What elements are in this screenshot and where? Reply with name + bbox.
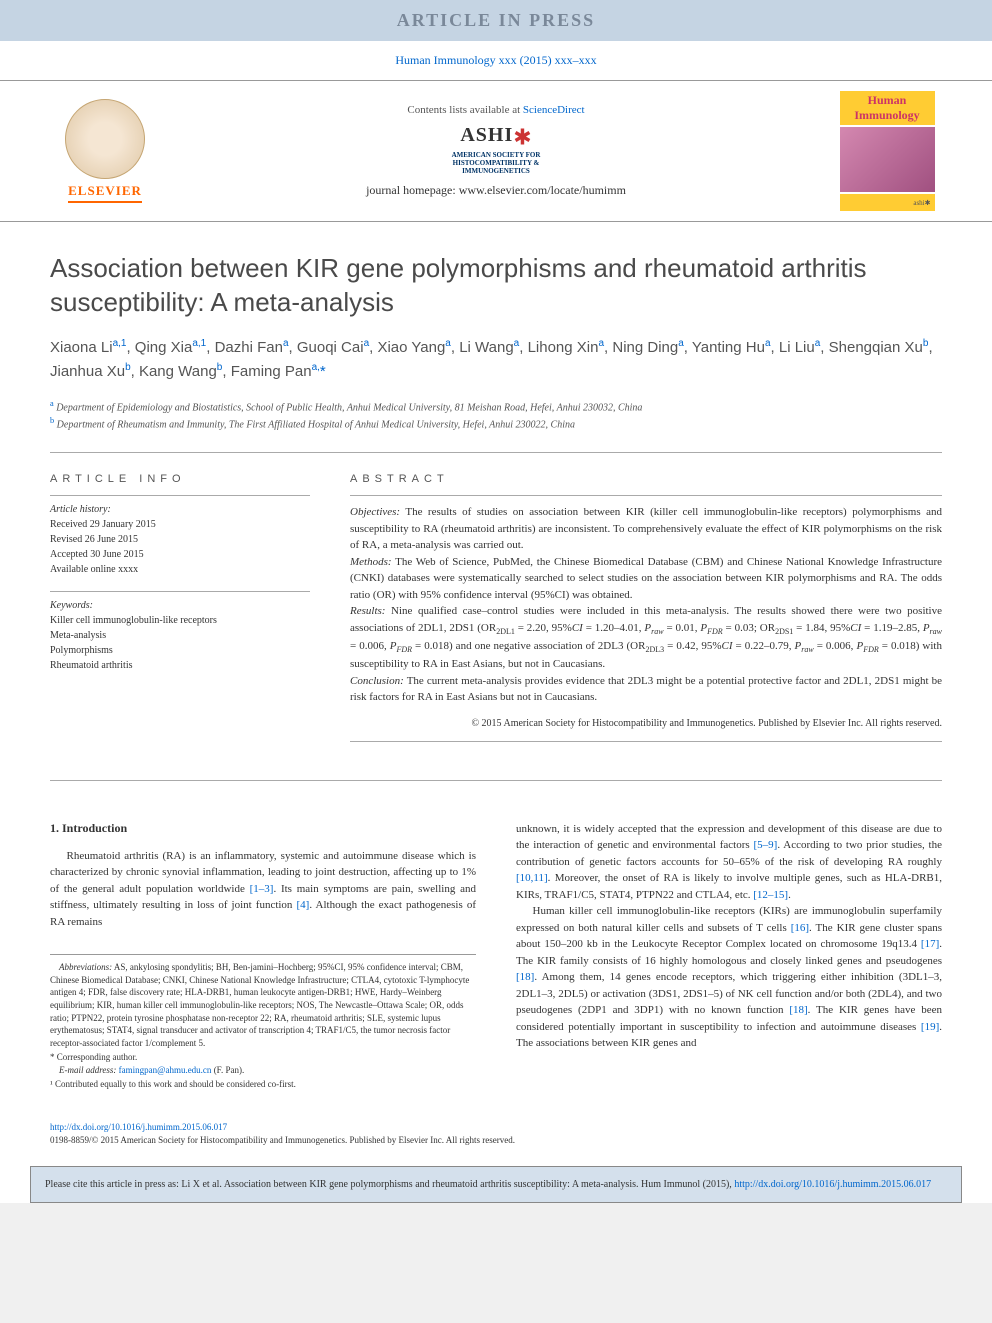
journal-reference: Human Immunology xxx (2015) xxx–xxx: [0, 41, 992, 80]
abbrev-label: Abbreviations:: [59, 962, 112, 972]
cover-footer: ashi✱: [840, 194, 935, 211]
elsevier-logo-block: ELSEVIER: [50, 99, 160, 203]
objectives-label: Objectives:: [350, 506, 400, 518]
article-info-column: ARTICLE INFO Article history: Received 2…: [50, 473, 310, 749]
email-link[interactable]: famingpan@ahmu.edu.cn: [119, 1065, 212, 1075]
journal-cover: HumanImmunology ashi✱: [832, 91, 942, 211]
keywords-list: Killer cell immunoglobulin-like receptor…: [50, 613, 310, 673]
sciencedirect-link[interactable]: ScienceDirect: [523, 104, 585, 116]
authors: Xiaona Lia,1, Qing Xiaa,1, Dazhi Fana, G…: [50, 336, 942, 384]
abbrev-text: AS, ankylosing spondylitis; BH, Ben-jami…: [50, 962, 469, 1048]
citation-box: Please cite this article in press as: Li…: [30, 1166, 962, 1203]
intro-p1: Rheumatoid arthritis (RA) is an inflamma…: [50, 848, 476, 931]
cofirst-note: ¹ Contributed equally to this work and s…: [50, 1078, 476, 1091]
homepage-link[interactable]: www.elsevier.com/locate/humimm: [459, 183, 626, 197]
ashi-star-icon: ✱: [513, 124, 531, 149]
ashi-subtitle: AMERICAN SOCIETY FORHISTOCOMPATIBILITY &…: [436, 152, 556, 175]
conclusion-text: The current meta-analysis provides evide…: [350, 675, 942, 704]
intro-heading: 1. Introduction: [50, 821, 476, 836]
body-left-column: 1. Introduction Rheumatoid arthritis (RA…: [50, 821, 476, 1091]
elsevier-label: ELSEVIER: [68, 183, 142, 203]
journal-header: ELSEVIER Contents lists available at Sci…: [0, 80, 992, 222]
objectives-text: The results of studies on association be…: [350, 506, 942, 551]
press-banner: ARTICLE IN PRESS: [0, 0, 992, 41]
citation-text: Please cite this article in press as: Li…: [45, 1179, 734, 1190]
ashi-logo: ASHI✱ AMERICAN SOCIETY FORHISTOCOMPATIBI…: [436, 124, 556, 175]
citation-link[interactable]: http://dx.doi.org/10.1016/j.humimm.2015.…: [734, 1179, 931, 1190]
email-label: E-mail address:: [59, 1065, 116, 1075]
elsevier-tree-icon: [65, 99, 145, 179]
issn-line: 0198-8859/© 2015 American Society for Hi…: [50, 1135, 515, 1145]
history-list: Received 29 January 2015Revised 26 June …: [50, 517, 310, 577]
ashi-mini-icon: ashi✱: [913, 199, 930, 207]
article-info-head: ARTICLE INFO: [50, 473, 310, 485]
doi-link[interactable]: http://dx.doi.org/10.1016/j.humimm.2015.…: [50, 1122, 227, 1132]
methods-text: The Web of Science, PubMed, the Chinese …: [350, 556, 942, 601]
abstract-body: Objectives: The results of studies on as…: [350, 504, 942, 705]
history-label: Article history:: [50, 504, 310, 515]
cover-image: [840, 127, 935, 192]
ashi-text: ASHI: [460, 124, 513, 146]
homepage-label: journal homepage:: [366, 183, 459, 197]
abstract-head: ABSTRACT: [350, 473, 942, 485]
keywords-label: Keywords:: [50, 600, 310, 611]
methods-label: Methods:: [350, 556, 392, 568]
body-right-column: unknown, it is widely accepted that the …: [516, 821, 942, 1091]
conclusion-label: Conclusion:: [350, 675, 404, 687]
abstract-column: ABSTRACT Objectives: The results of stud…: [350, 473, 942, 749]
abstract-copyright: © 2015 American Society for Histocompati…: [350, 716, 942, 731]
doi-block: http://dx.doi.org/10.1016/j.humimm.2015.…: [0, 1111, 992, 1156]
cover-title: HumanImmunology: [840, 91, 935, 125]
article-title: Association between KIR gene polymorphis…: [50, 252, 942, 320]
results-text: Nine qualified case–control studies were…: [350, 605, 942, 670]
intro-p2: unknown, it is widely accepted that the …: [516, 821, 942, 904]
affiliations: a Department of Epidemiology and Biostat…: [50, 398, 942, 433]
email-who: (F. Pan).: [211, 1065, 244, 1075]
header-center: Contents lists available at ScienceDirec…: [160, 104, 832, 198]
homepage-line: journal homepage: www.elsevier.com/locat…: [160, 183, 832, 198]
intro-p3: Human killer cell immunoglobulin-like re…: [516, 903, 942, 1052]
contents-text: Contents lists available at: [407, 104, 522, 116]
results-label: Results:: [350, 605, 385, 617]
footnotes: Abbreviations: AS, ankylosing spondyliti…: [50, 954, 476, 1091]
contents-available: Contents lists available at ScienceDirec…: [160, 104, 832, 116]
corresponding-author: * Corresponding author.: [50, 1051, 476, 1064]
